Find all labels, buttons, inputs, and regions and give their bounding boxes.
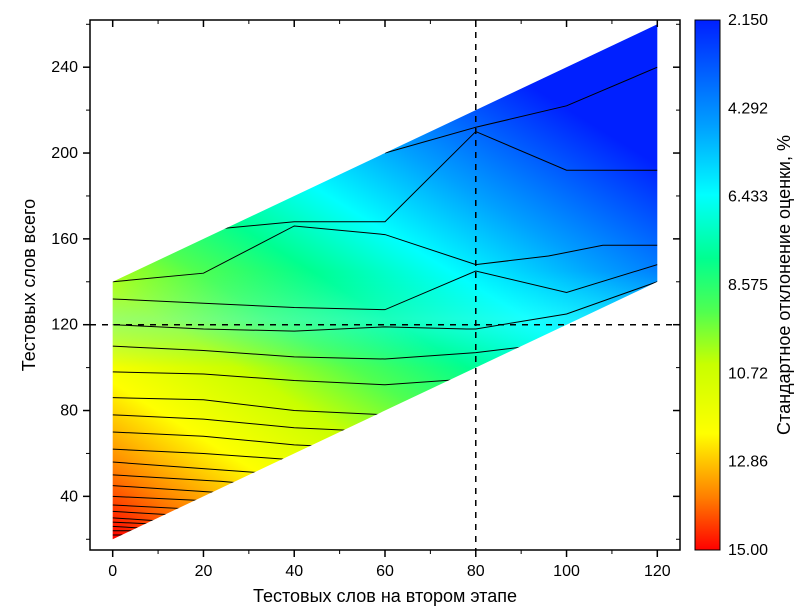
x-tick-label: 20 xyxy=(195,563,213,580)
x-axis-label: Тестовых слов на втором этапе xyxy=(253,586,517,606)
colorbar-tick-label: 10.72 xyxy=(728,365,768,382)
colorbar-tick-label: 6.433 xyxy=(728,189,768,206)
colorbar-tick-label: 15.00 xyxy=(728,542,768,559)
y-tick-label: 80 xyxy=(60,403,78,420)
chart-container: 0 20 40 60 80 100 120 40 80 120 160 200 240 Тестовых … xyxy=(0,0,800,615)
colorbar-tick-label: 2.150 xyxy=(728,12,768,29)
colorbar-tick-label: 4.292 xyxy=(728,100,768,117)
y-tick-label: 40 xyxy=(60,488,78,505)
x-tick-label: 60 xyxy=(376,563,394,580)
x-tick-label: 120 xyxy=(644,563,671,580)
y-tick-label: 240 xyxy=(51,59,78,76)
x-tick-label: 100 xyxy=(553,563,580,580)
x-tick-label: 40 xyxy=(285,563,303,580)
colorbar-tick-label: 12.86 xyxy=(728,454,768,471)
colorbar-label: Стандартное отклонение оценки, % xyxy=(774,135,794,435)
y-tick-label: 200 xyxy=(51,145,78,162)
x-tick-label: 0 xyxy=(108,563,117,580)
y-tick-label: 120 xyxy=(51,317,78,334)
y-tick-label: 160 xyxy=(51,231,78,248)
y-axis-label: Тестовых слов всего xyxy=(19,199,39,371)
colorbar-tick-label: 8.575 xyxy=(728,277,768,294)
contour-chart: 0 20 40 60 80 100 120 40 80 120 160 200 240 Тестовых … xyxy=(0,0,800,615)
x-tick-label: 80 xyxy=(467,563,485,580)
